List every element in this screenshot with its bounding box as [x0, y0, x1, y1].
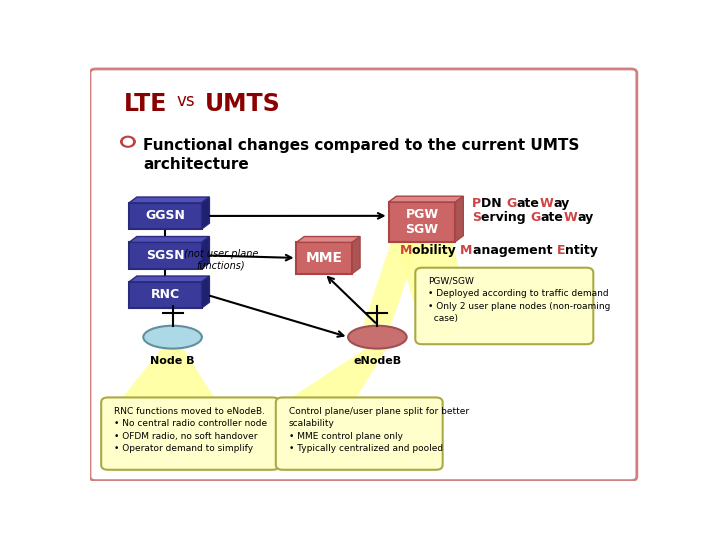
- Polygon shape: [202, 237, 210, 268]
- FancyBboxPatch shape: [389, 202, 456, 241]
- FancyBboxPatch shape: [129, 242, 202, 268]
- Text: Functional changes compared to the current UMTS
architecture: Functional changes compared to the curre…: [143, 138, 580, 172]
- FancyBboxPatch shape: [129, 282, 202, 308]
- Polygon shape: [202, 276, 210, 308]
- Polygon shape: [456, 196, 463, 241]
- Text: anagement: anagement: [472, 245, 557, 258]
- Text: (not user plane
functions): (not user plane functions): [184, 248, 258, 270]
- Polygon shape: [352, 237, 360, 274]
- Polygon shape: [364, 241, 419, 325]
- Text: RNC: RNC: [150, 288, 180, 301]
- Text: Node B: Node B: [150, 356, 195, 366]
- Text: UMTS: UMTS: [204, 92, 280, 116]
- Text: vs: vs: [176, 92, 195, 110]
- Polygon shape: [121, 348, 215, 400]
- Text: S: S: [472, 211, 481, 224]
- Polygon shape: [389, 196, 463, 202]
- Polygon shape: [288, 348, 387, 400]
- Circle shape: [121, 136, 135, 147]
- Text: LTE: LTE: [124, 92, 167, 116]
- Text: PGW/SGW
• Deployed according to traffic demand
• Only 2 user plane nodes (non-ro: PGW/SGW • Deployed according to traffic …: [428, 277, 611, 323]
- Text: ay: ay: [577, 211, 593, 224]
- Text: ate: ate: [517, 197, 539, 210]
- Text: M: M: [460, 245, 472, 258]
- Text: erving: erving: [481, 211, 530, 224]
- Text: SGSN: SGSN: [146, 249, 184, 262]
- Text: GGSN: GGSN: [145, 210, 185, 222]
- Text: obility: obility: [412, 245, 460, 258]
- FancyBboxPatch shape: [415, 268, 593, 344]
- Text: ay: ay: [553, 197, 570, 210]
- Text: DN: DN: [482, 197, 506, 210]
- Text: MME: MME: [306, 251, 343, 265]
- Text: Control plane/user plane split for better
scalability
• MME control plane only
•: Control plane/user plane split for bette…: [289, 407, 469, 453]
- FancyBboxPatch shape: [101, 397, 279, 470]
- Polygon shape: [129, 237, 210, 242]
- Polygon shape: [129, 197, 210, 203]
- Text: G: G: [530, 211, 541, 224]
- FancyBboxPatch shape: [297, 242, 352, 274]
- Text: M: M: [400, 245, 412, 258]
- Text: W: W: [539, 197, 553, 210]
- Circle shape: [124, 138, 132, 145]
- Text: PGW
SGW: PGW SGW: [405, 208, 438, 236]
- Polygon shape: [129, 276, 210, 282]
- Text: ntity: ntity: [565, 245, 598, 258]
- Ellipse shape: [143, 326, 202, 349]
- Ellipse shape: [348, 326, 407, 349]
- Text: P: P: [472, 197, 482, 210]
- Polygon shape: [397, 241, 472, 333]
- Text: RNC functions moved to eNodeB.
• No central radio controller node
• OFDM radio, : RNC functions moved to eNodeB. • No cent…: [114, 407, 267, 453]
- Polygon shape: [297, 237, 360, 242]
- Polygon shape: [202, 197, 210, 229]
- Text: ate: ate: [541, 211, 563, 224]
- FancyBboxPatch shape: [276, 397, 443, 470]
- FancyBboxPatch shape: [90, 69, 637, 481]
- Text: G: G: [506, 197, 517, 210]
- Text: eNodeB: eNodeB: [354, 356, 402, 366]
- Text: E: E: [557, 245, 565, 258]
- FancyBboxPatch shape: [129, 203, 202, 229]
- Text: W: W: [563, 211, 577, 224]
